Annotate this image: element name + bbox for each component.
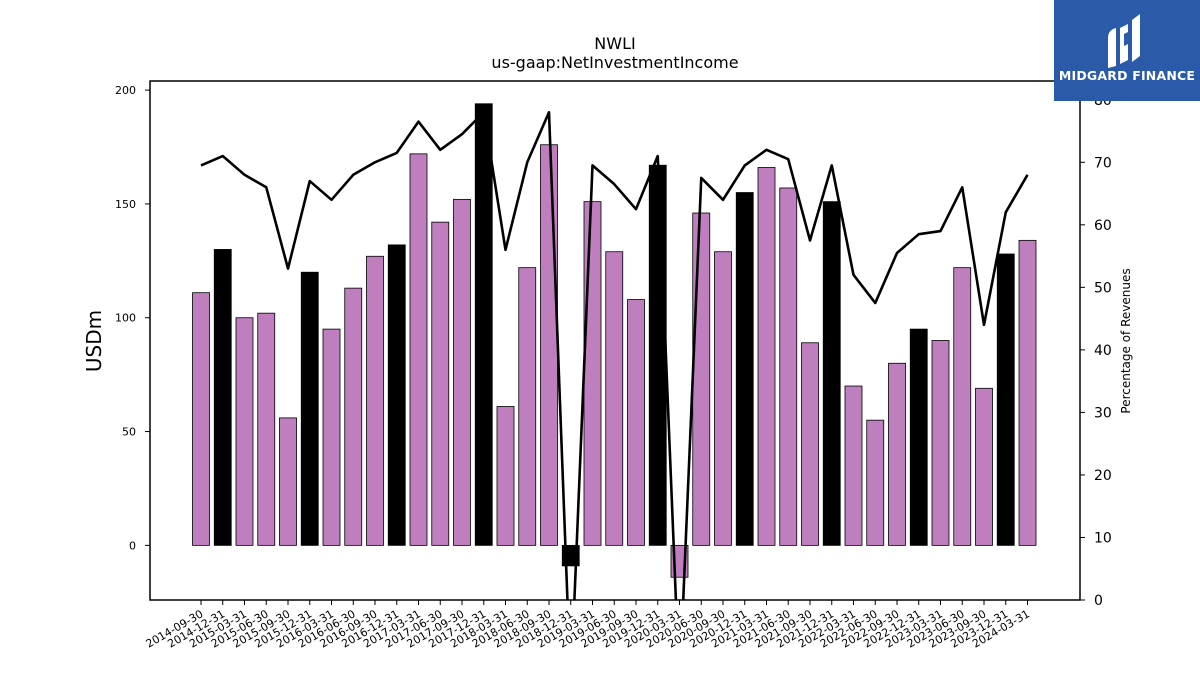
midgard-finance-logo: MIDGARD FINANCE (1054, 0, 1200, 101)
bar (931, 340, 950, 546)
bar (648, 164, 667, 546)
y-tick-label: 100 (115, 312, 136, 325)
bar (300, 271, 319, 546)
bar (409, 153, 428, 546)
y2-axis-label: Percentage of Revenues (1119, 268, 1133, 413)
midgard-logo-icon (1108, 14, 1140, 68)
y2-tick-label: 0 (1094, 593, 1103, 609)
bar (844, 385, 863, 546)
plot-area (192, 103, 1037, 600)
bar (692, 212, 711, 546)
y-tick-label: 150 (115, 198, 136, 211)
bar (366, 255, 384, 546)
series-line (200, 110, 1029, 600)
y2-tick-label: 20 (1094, 468, 1112, 484)
y-tick-label: 0 (129, 539, 136, 552)
y2-tick-label: 50 (1094, 280, 1112, 296)
bar (213, 249, 232, 546)
y-tick-label: 50 (122, 426, 136, 439)
y-tick-label: 200 (115, 84, 136, 97)
bar (779, 187, 798, 546)
logo-text: MIDGARD FINANCE (1058, 68, 1196, 83)
y2-tick-label: 40 (1094, 343, 1112, 359)
bar (801, 342, 819, 546)
chart-subtitle: us-gaap:NetInvestmentIncome (491, 53, 738, 72)
bar (953, 267, 972, 546)
y2-tick-label: 70 (1094, 155, 1112, 171)
bar (387, 244, 406, 546)
bar (257, 312, 276, 546)
bar (822, 201, 841, 546)
bar (714, 251, 732, 546)
bar (344, 287, 363, 546)
plot-frame (149, 80, 1081, 601)
bar (583, 201, 602, 546)
y-axis-label: USDm (82, 310, 106, 372)
bar (322, 328, 341, 546)
bar (540, 144, 558, 546)
bar (431, 221, 450, 546)
bar (518, 267, 537, 546)
y2-tick-label: 60 (1094, 218, 1112, 234)
bar (192, 292, 210, 546)
bar (605, 251, 624, 546)
bar (735, 192, 754, 546)
chart-title: NWLI (594, 34, 635, 53)
y2-tick-label: 10 (1094, 530, 1112, 546)
bar (279, 417, 297, 546)
bar (1018, 239, 1037, 546)
y2-tick-label: 30 (1094, 405, 1112, 421)
bar (757, 167, 776, 546)
bar (474, 103, 493, 546)
bar (496, 406, 515, 546)
bar (866, 419, 885, 546)
bar (909, 328, 928, 546)
bar (235, 317, 254, 546)
bar (627, 299, 645, 546)
bar (888, 362, 906, 546)
bar (453, 198, 471, 546)
axes: 050100150200010203040506070802014-09-302… (115, 84, 1112, 650)
bar (975, 387, 993, 546)
bar (996, 253, 1015, 546)
